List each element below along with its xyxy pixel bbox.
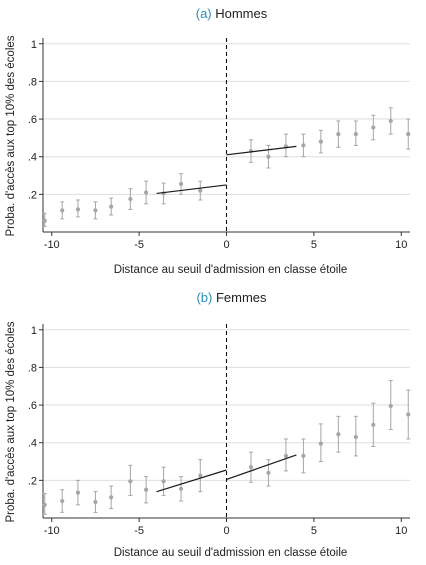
data-point <box>93 499 98 505</box>
y-tick-label: 1 <box>31 325 37 337</box>
x-tick-label: -5 <box>134 525 144 537</box>
data-point <box>371 422 376 427</box>
data-point <box>266 154 271 159</box>
x-tick-label: 10 <box>395 239 407 251</box>
chart-panel-b: (b) Femmes .2 .4 .6 .8 1 -10 -5 0 5 10 Distance au … <box>5 290 411 559</box>
y-tick-label: .2 <box>28 189 37 201</box>
fit-line-left <box>156 184 227 195</box>
data-point <box>406 132 411 137</box>
panel-title-text: Hommes <box>212 6 268 21</box>
panel-title: (b) Femmes <box>196 290 267 305</box>
x-axis-title: Distance au seuil d'admission en classe … <box>114 264 348 276</box>
data-point <box>198 188 203 193</box>
x-tick-label: 0 <box>223 239 229 251</box>
y-tick-label: .8 <box>28 362 37 374</box>
data-point <box>388 118 393 124</box>
data-point <box>371 125 376 130</box>
data-point <box>248 465 254 470</box>
fit-line-left <box>156 469 227 493</box>
fit-line-right <box>226 454 297 480</box>
y-tick-label: .4 <box>28 152 37 164</box>
x-tick-label: 0 <box>223 525 229 537</box>
y-tick-label: .6 <box>28 114 37 126</box>
panel-title: (a) Hommes <box>196 6 268 21</box>
data-point <box>353 132 358 137</box>
data-point <box>388 403 393 409</box>
data-point <box>42 502 47 507</box>
x-tick-label: 10 <box>395 525 407 537</box>
data-point <box>75 490 81 495</box>
x-axis-title: Distance au seuil d'admission en classe … <box>114 547 348 559</box>
panel-title-text: Femmes <box>212 290 267 305</box>
fit-line-right <box>226 145 297 156</box>
y-axis-title: Proba. d'accès aux top 10% des écoles <box>5 321 17 522</box>
data-point <box>60 498 65 504</box>
data-point <box>128 196 133 202</box>
data-point <box>353 434 358 440</box>
x-tick-label: 5 <box>311 525 317 537</box>
data-point <box>161 479 166 484</box>
data-point <box>178 181 184 187</box>
x-tick-label: 5 <box>311 239 317 251</box>
data-point <box>109 204 114 209</box>
data-point <box>301 453 306 458</box>
data-point <box>42 218 47 223</box>
panel-letter: (a) <box>196 6 212 21</box>
data-point <box>266 470 271 475</box>
data-point <box>301 143 306 148</box>
y-tick-label: .4 <box>28 438 37 450</box>
data-point <box>336 432 341 437</box>
data-point <box>144 487 149 492</box>
chart-panel-a: (a) Hommes .2 .4 .6 .8 1 -10 -5 0 5 10 Distance au … <box>5 6 411 276</box>
data-point <box>128 479 133 484</box>
data-point <box>336 132 341 137</box>
x-tick-label: -10 <box>44 239 60 251</box>
data-point <box>109 495 114 500</box>
y-tick-label: .2 <box>28 475 37 487</box>
data-point <box>178 486 184 491</box>
y-tick-label: .8 <box>28 76 37 88</box>
panel-letter: (b) <box>196 290 212 305</box>
data-point <box>75 207 81 212</box>
data-point <box>318 139 323 144</box>
data-point <box>198 473 203 478</box>
data-point <box>144 190 149 195</box>
data-point <box>406 412 411 417</box>
data-point <box>318 441 323 446</box>
y-tick-label: .6 <box>28 400 37 412</box>
y-tick-label: 1 <box>31 39 37 51</box>
data-point <box>93 208 98 213</box>
x-tick-label: -5 <box>134 239 144 251</box>
data-point <box>60 208 65 213</box>
y-axis-title: Proba. d'accès aux top 10% des écoles <box>5 35 17 236</box>
x-tick-label: -10 <box>44 525 60 537</box>
data-point <box>283 453 289 458</box>
